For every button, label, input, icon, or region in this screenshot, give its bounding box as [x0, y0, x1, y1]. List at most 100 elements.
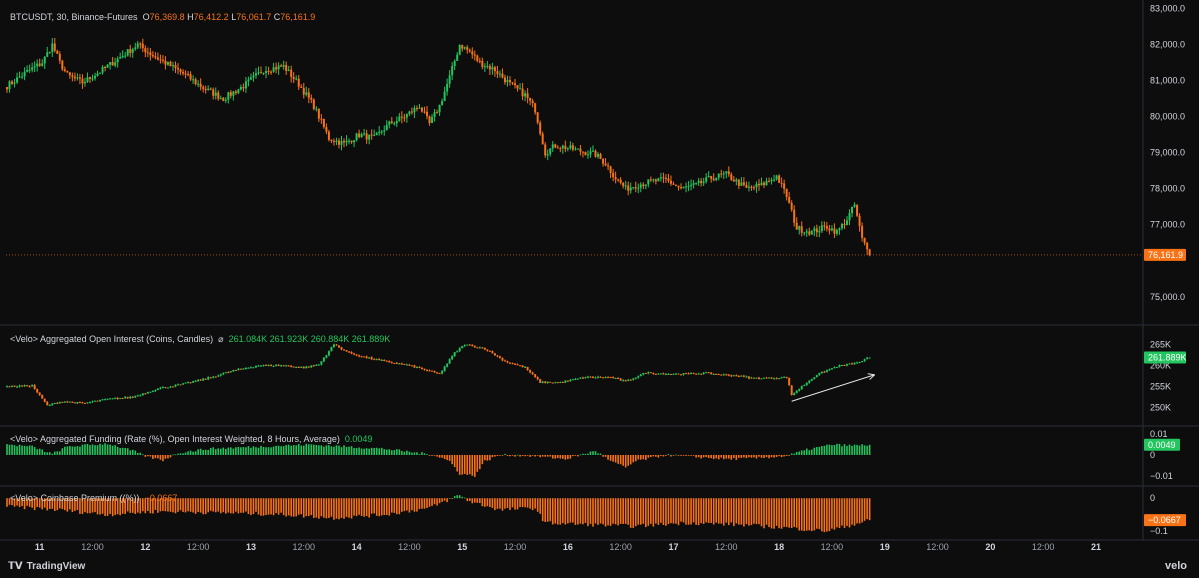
price-candle	[413, 108, 416, 113]
time-axis-tick: 11	[35, 542, 45, 552]
funding-bar	[408, 451, 411, 455]
price-candle	[18, 76, 21, 78]
oi-candle	[614, 377, 617, 379]
oi-candle	[861, 361, 864, 363]
funding-bar	[479, 454, 481, 470]
funding-bar	[152, 454, 154, 459]
oi-title[interactable]: <Velo> Aggregated Open Interest (Coins, …	[10, 334, 214, 344]
premium-bar	[33, 498, 36, 511]
funding-bar	[818, 446, 821, 455]
oi-candle	[720, 374, 723, 376]
funding-bar	[858, 445, 861, 455]
funding-bar	[368, 448, 370, 455]
premium-bar	[66, 498, 69, 512]
premium-bar	[672, 498, 675, 524]
premium-bar	[629, 498, 632, 528]
funding-bar	[828, 444, 831, 455]
premium-bar	[18, 498, 21, 508]
funding-bar	[531, 454, 534, 456]
funding-bar	[868, 444, 871, 455]
price-candle	[757, 183, 760, 186]
oi-candle	[204, 378, 207, 380]
price-candle	[438, 104, 441, 113]
price-candle	[169, 61, 172, 67]
premium-bar	[456, 495, 458, 499]
premium-bar	[255, 498, 257, 512]
funding-bar	[179, 453, 182, 455]
price-candle	[262, 73, 265, 75]
premium-title[interactable]: <Velo> Coinbase Premium ((%))	[10, 493, 140, 503]
funding-bar	[345, 446, 348, 455]
price-candle	[803, 232, 806, 234]
oi-candle	[212, 376, 215, 378]
premium-bar	[227, 498, 230, 513]
oi-candle	[466, 344, 469, 346]
price-candle	[177, 68, 180, 70]
oi-candle	[192, 381, 195, 383]
funding-bar	[192, 451, 194, 455]
funding-last-label: 0.0049	[1148, 440, 1176, 450]
funding-bar	[235, 447, 237, 455]
oi-candle	[265, 364, 268, 366]
premium-bar	[252, 498, 255, 514]
price-candle	[363, 133, 366, 135]
funding-bar	[743, 454, 745, 458]
premium-bar	[534, 498, 536, 509]
oi-candle	[177, 384, 180, 386]
funding-bar	[476, 454, 479, 472]
premium-bar	[775, 498, 778, 526]
funding-bar	[116, 446, 119, 455]
premium-bar	[64, 498, 66, 511]
velo-logo[interactable]: velo	[1164, 560, 1187, 572]
price-candle	[561, 145, 564, 149]
funding-bar	[167, 454, 169, 459]
price-candle	[574, 148, 577, 150]
price-candle	[418, 107, 421, 109]
funding-bar	[413, 452, 416, 455]
oi-candle	[373, 359, 376, 361]
oi-candle	[456, 351, 459, 353]
price-candle	[312, 99, 315, 109]
funding-bar	[398, 449, 401, 455]
oi-candle	[297, 366, 300, 368]
premium-bar	[134, 498, 137, 515]
price-candle	[569, 145, 572, 149]
oi-candle	[408, 364, 411, 366]
oi-candle	[254, 365, 257, 368]
price-candle	[330, 139, 333, 141]
price-candle	[358, 133, 361, 138]
price-candle	[712, 178, 715, 181]
premium-bar	[209, 498, 212, 511]
oi-candle	[506, 361, 509, 363]
oi-candle	[400, 363, 403, 365]
oi-candle	[519, 365, 522, 367]
premium-bar	[116, 498, 119, 515]
price-candle	[433, 112, 436, 117]
premium-bar	[144, 498, 147, 514]
price-candle	[405, 114, 408, 118]
funding-bar	[433, 454, 436, 456]
premium-bar	[300, 498, 303, 515]
oi-candle	[51, 403, 54, 406]
oi-candle	[242, 368, 245, 370]
funding-bar	[69, 446, 71, 455]
funding-bar	[38, 448, 41, 455]
oi-candle	[493, 353, 496, 356]
oi-candle	[58, 401, 61, 404]
funding-title[interactable]: <Velo> Aggregated Funding (Rate (%), Ope…	[10, 434, 340, 444]
premium-bar	[348, 498, 350, 518]
premium-bar	[403, 498, 406, 512]
price-candle	[337, 140, 340, 145]
tradingview-logo[interactable]: 𝗧𝗩 TradingView	[8, 561, 85, 572]
price-candle	[106, 64, 109, 68]
funding-bar	[629, 454, 632, 465]
premium-bar	[695, 498, 697, 525]
oi-candle	[322, 357, 325, 362]
funding-bar	[770, 454, 773, 458]
premium-bar	[280, 498, 282, 513]
funding-bar	[697, 454, 700, 458]
price-candle	[564, 145, 567, 149]
premium-bar	[189, 498, 192, 512]
symbol-label[interactable]: BTCUSDT, 30, Binance-Futures	[10, 12, 138, 22]
